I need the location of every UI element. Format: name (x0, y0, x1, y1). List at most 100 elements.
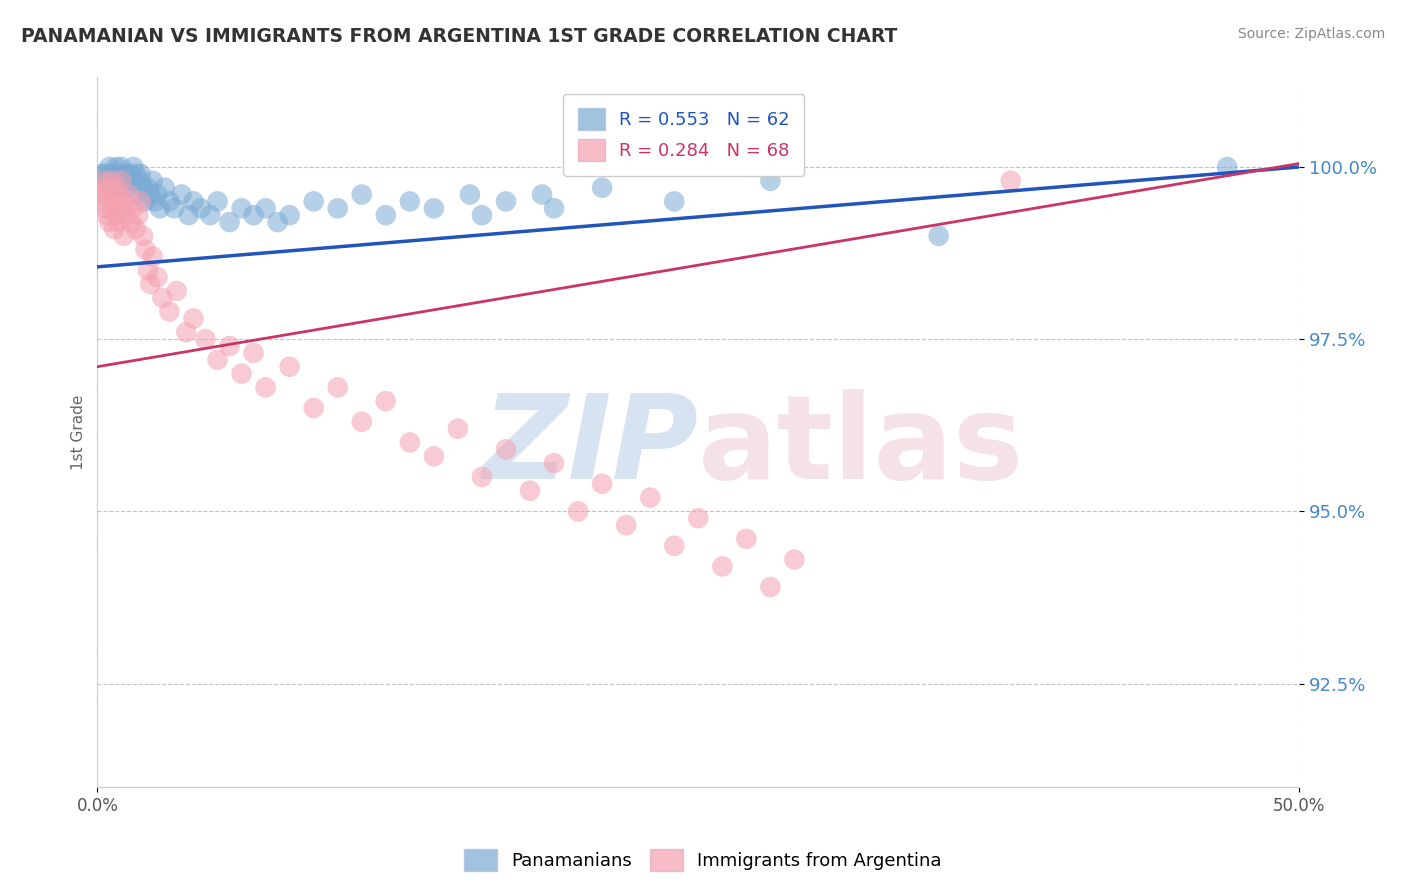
Point (153, 180, 176, 194)
Point (120, 215, 142, 229)
Point (591, 476, 613, 491)
Point (96, 187, 118, 202)
Point (129, 174, 152, 188)
Point (170, 187, 193, 202)
Point (207, 194, 229, 209)
Point (254, 380, 277, 394)
Point (150, 291, 173, 305)
Text: PANAMANIAN VS IMMIGRANTS FROM ARGENTINA 1ST GRADE CORRELATION CHART: PANAMANIAN VS IMMIGRANTS FROM ARGENTINA … (21, 27, 897, 45)
Point (326, 380, 349, 394)
Point (398, 435, 420, 450)
Point (567, 504, 589, 518)
Point (136, 180, 159, 194)
Point (105, 160, 128, 174)
Point (374, 208, 396, 222)
Point (242, 208, 264, 222)
Point (143, 194, 166, 209)
Point (242, 346, 264, 360)
Point (117, 174, 139, 188)
Point (664, 194, 686, 209)
Point (93, 167, 115, 181)
Point (142, 174, 165, 188)
Point (115, 167, 138, 181)
Point (105, 167, 128, 181)
Point (122, 160, 145, 174)
Point (278, 208, 301, 222)
Point (112, 228, 135, 243)
Point (166, 284, 188, 298)
Point (139, 187, 162, 202)
Point (218, 339, 240, 353)
Point (127, 187, 149, 202)
Point (254, 202, 277, 216)
Point (108, 180, 131, 194)
Point (398, 194, 420, 209)
Point (783, 552, 806, 566)
Point (98, 215, 121, 229)
Point (96, 174, 118, 188)
Y-axis label: 1st Grade: 1st Grade (72, 394, 86, 470)
Point (98, 167, 121, 181)
Point (531, 187, 554, 202)
Point (177, 208, 200, 222)
Point (110, 160, 132, 174)
Text: atlas: atlas (699, 389, 1025, 504)
Point (93, 202, 115, 216)
Point (112, 194, 135, 209)
Point (614, 518, 637, 533)
Point (136, 263, 159, 277)
Point (519, 483, 541, 498)
Point (115, 208, 138, 222)
Point (543, 202, 565, 216)
Point (108, 215, 131, 229)
Point (91, 167, 114, 181)
Point (117, 187, 139, 202)
Point (447, 422, 470, 436)
Point (139, 277, 162, 291)
Point (103, 174, 125, 188)
Point (112, 167, 135, 181)
Point (174, 326, 197, 340)
Point (122, 202, 145, 216)
Point (495, 194, 517, 209)
Point (190, 202, 212, 216)
Point (120, 167, 142, 181)
Point (98, 180, 121, 194)
Point (231, 202, 253, 216)
Point (142, 250, 165, 264)
Point (127, 208, 149, 222)
Point (91, 180, 114, 194)
Point (125, 167, 148, 181)
Point (183, 311, 205, 326)
Point (1000, 174, 1022, 188)
Point (350, 415, 373, 429)
Legend: R = 0.553   N = 62, R = 0.284   N = 68: R = 0.553 N = 62, R = 0.284 N = 68 (562, 94, 804, 176)
Point (759, 174, 782, 188)
Point (1216, 160, 1239, 174)
Point (146, 270, 169, 285)
Point (207, 352, 229, 367)
Legend: Panamanians, Immigrants from Argentina: Panamanians, Immigrants from Argentina (457, 842, 949, 879)
Point (711, 559, 734, 574)
Point (326, 202, 349, 216)
Point (591, 180, 613, 194)
Point (302, 194, 325, 209)
Point (495, 442, 517, 457)
Point (110, 202, 132, 216)
Point (423, 202, 446, 216)
Point (89, 187, 111, 202)
Point (100, 202, 122, 216)
Point (423, 449, 446, 463)
Point (108, 187, 131, 202)
Point (183, 194, 205, 209)
Point (471, 470, 494, 484)
Point (278, 359, 301, 374)
Point (928, 228, 950, 243)
Point (103, 194, 125, 209)
Point (159, 304, 181, 318)
Point (96, 208, 118, 222)
Point (122, 174, 145, 188)
Point (129, 194, 152, 209)
Point (110, 174, 132, 188)
Point (91, 194, 114, 209)
